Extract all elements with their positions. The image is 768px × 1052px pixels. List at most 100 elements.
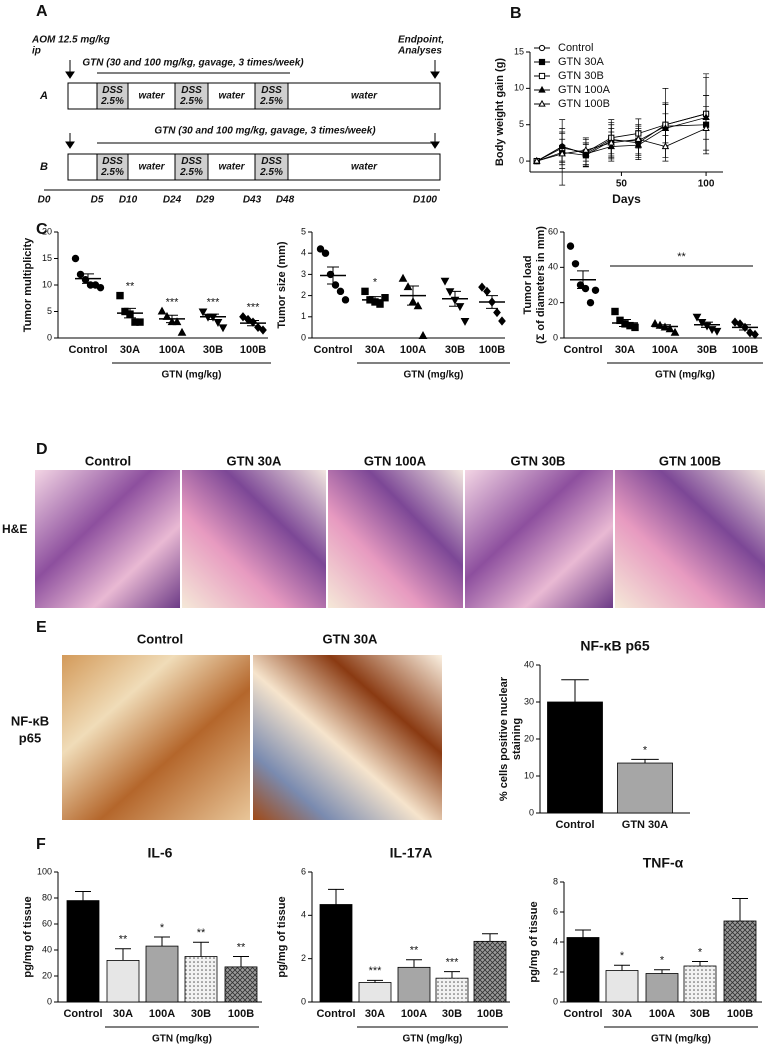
segment-label: 2.5% [100,96,124,107]
error-bar [233,956,249,967]
marker [493,307,501,318]
bar [473,940,507,1003]
bar [319,904,353,1003]
marker [631,323,639,332]
day-label: D43 [243,195,262,206]
y-tick-label: 6 [301,866,306,876]
marker [398,273,408,282]
micrographs [35,470,765,820]
marker [538,85,546,93]
sem-bar [659,324,671,329]
y-tick-label: 6 [553,906,558,916]
marker [259,325,267,335]
x-tick-label: Control [63,1008,102,1020]
y-tick-label: 5 [301,226,306,236]
marker [661,124,670,131]
significance: * [660,955,665,967]
significance: ** [197,927,206,939]
x-tick-label: 30B [445,344,465,356]
bar [435,977,469,1003]
x-tick-label: 100 [698,179,715,190]
marker [538,58,546,66]
significance: * [698,946,703,958]
significance: ** [410,945,419,957]
error-bar [692,961,708,966]
segment-label: water [138,91,165,102]
y-tick-label: 40 [42,944,52,954]
y-axis-label: Body weight gain (g) [494,58,506,166]
endpoint-label: Analyses [397,46,442,57]
error-bar [732,898,748,921]
y-tick-label: 20 [524,733,534,743]
marker [712,327,722,336]
significance: *** [207,296,221,308]
y-tick-label: 15 [42,253,52,263]
significance: * [373,276,378,288]
timeline-segment [207,153,256,181]
marker [76,270,85,279]
significance: *** [369,965,383,977]
y-axis-label: Tumor multiplicity [22,237,34,332]
marker [478,282,486,292]
significance: * [160,922,165,934]
significance: ** [126,281,135,293]
bar [617,762,673,814]
bar [547,701,603,814]
stain-label: H&E [2,522,27,536]
marker [445,288,455,297]
y-tick-label: 10 [514,83,524,93]
sem-bar [247,320,259,327]
sem-bar [207,313,219,320]
bar [683,965,717,1003]
error-bar [482,933,498,942]
x-tick-label: 30A [365,344,385,356]
x-tick-label: 100B [477,1008,503,1020]
x-axis-label: Days [612,192,641,206]
sem-bar [449,290,461,307]
marker [381,294,389,302]
row-label: A [39,90,48,102]
x-tick-label: 100A [149,1008,175,1020]
marker [571,260,580,268]
x-tick-label: 100A [649,1008,675,1020]
histology-title: GTN 100A [364,453,427,468]
marker [533,156,541,164]
marker [692,313,702,322]
segment-label: DSS [261,85,282,96]
significance: *** [446,957,460,969]
marker [582,146,590,153]
x-tick-label: 100A [652,344,678,356]
sem-bar [327,266,339,285]
timeline-segment [127,153,176,181]
timeline-segment [174,82,209,110]
stain-label: p65 [19,730,41,745]
marker [321,249,330,257]
segment-label: water [351,162,378,173]
error-bar [115,948,131,961]
marker [661,142,670,150]
x-tick-label: 30A [615,344,635,356]
timeline-segment [207,82,256,110]
significance: ** [237,941,246,953]
marker [418,331,428,339]
y-tick-label: 5 [519,119,524,129]
bar [566,937,600,1003]
marker [607,138,615,146]
histology-title: Control [85,453,131,468]
marker [336,287,345,296]
row-label: B [40,161,48,173]
error-bar [631,758,659,764]
error-bar [444,971,460,979]
sem-bar [407,285,419,306]
bar [397,966,431,1003]
x-tick-label: Control [316,1008,355,1020]
error-bar [75,891,91,901]
y-tick-label: 0 [529,807,534,817]
marker [331,281,340,289]
sem-bar [82,273,94,284]
legend-label: GTN 100B [558,98,610,110]
y-tick-label: 80 [42,892,52,902]
group-label: GTN (mg/kg) [162,370,222,381]
error-bar [154,936,170,947]
sem-bar [739,324,751,331]
